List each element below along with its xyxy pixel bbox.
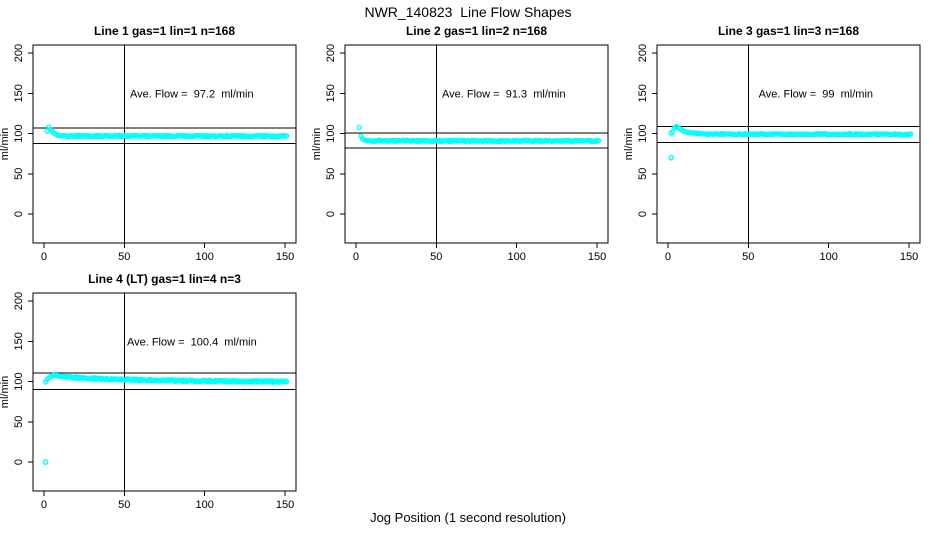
y-tick-label: 150: [637, 84, 649, 102]
flow-panel-1: Line 1 gas=1 lin=1 n=168 0 50 100 150 0 50 100 1…: [0, 24, 297, 263]
y-tick-label: 0: [325, 211, 337, 217]
y-tick-label: 0: [637, 211, 649, 217]
y-tick-label: 100: [13, 372, 25, 390]
y-axis-label: ml/min: [623, 128, 635, 160]
x-tick-label: 150: [276, 499, 294, 511]
data-point: [596, 138, 602, 144]
ave-flow-annotation: Ave. Flow = 97.2 ml/min: [130, 88, 254, 100]
x-tick-label: 100: [196, 251, 214, 263]
data-points: [44, 124, 290, 140]
x-tick-label: 50: [742, 251, 754, 263]
y-tick-label: 50: [13, 168, 25, 180]
x-tick-label: 100: [820, 251, 838, 263]
y-tick-label: 50: [13, 416, 25, 428]
y-axis-label: ml/min: [0, 376, 11, 408]
y-tick-label: 100: [13, 124, 25, 142]
data-point: [284, 378, 290, 385]
y-tick-label: 150: [325, 84, 337, 102]
x-tick-label: 150: [900, 251, 918, 263]
x-tick-label: 0: [665, 251, 671, 263]
data-points: [42, 372, 290, 465]
y-tick-label: 50: [325, 168, 337, 180]
data-point: [908, 131, 914, 137]
plot-box: [32, 292, 297, 492]
main-title: NWR_140823 Line Flow Shapes: [364, 4, 572, 20]
data-point: [356, 124, 362, 131]
ave-flow-annotation: Ave. Flow = 100.4 ml/min: [127, 336, 257, 348]
y-tick-label: 200: [637, 44, 649, 62]
panel-title: Line 3 gas=1 lin=3 n=168: [718, 24, 859, 38]
panel-title: Line 2 gas=1 lin=2 n=168: [406, 24, 547, 38]
outlier-point: [668, 154, 675, 161]
ave-flow-annotation: Ave. Flow = 91.3 ml/min: [442, 88, 566, 100]
x-tick-label: 50: [118, 499, 130, 511]
y-tick-label: 150: [13, 332, 25, 350]
y-tick-label: 50: [637, 168, 649, 180]
panel-title: Line 1 gas=1 lin=1 n=168: [94, 24, 235, 38]
data-point: [284, 133, 290, 139]
ave-flow-annotation: Ave. Flow = 99 ml/min: [759, 88, 873, 100]
y-tick-label: 0: [13, 211, 25, 217]
y-axis-label: ml/min: [311, 128, 323, 160]
x-tick-label: 50: [430, 251, 442, 263]
flow-panel-3: Line 3 gas=1 lin=3 n=168 0 50 100 150 0 50 100 1…: [623, 24, 921, 263]
x-tick-label: 0: [353, 251, 359, 263]
data-points: [356, 124, 602, 145]
panel-title: Line 4 (LT) gas=1 lin=4 n=3: [88, 272, 241, 286]
y-axis-label: ml/min: [0, 128, 11, 160]
plot-box: [344, 44, 609, 244]
x-axis-label: Jog Position (1 second resolution): [370, 510, 566, 525]
x-tick-label: 0: [41, 251, 47, 263]
y-tick-label: 200: [13, 292, 25, 310]
x-tick-label: 100: [196, 499, 214, 511]
x-tick-label: 150: [588, 251, 606, 263]
flow-panel-4: Line 4 (LT) gas=1 lin=4 n=3 0 50 100 150 0 50 1…: [0, 272, 297, 511]
y-tick-label: 200: [13, 44, 25, 62]
y-tick-label: 150: [13, 84, 25, 102]
y-tick-label: 100: [637, 124, 649, 142]
y-tick-label: 0: [13, 459, 25, 465]
x-tick-label: 50: [118, 251, 130, 263]
x-tick-label: 150: [276, 251, 294, 263]
x-tick-label: 0: [41, 499, 47, 511]
y-tick-label: 200: [325, 44, 337, 62]
y-tick-label: 100: [325, 124, 337, 142]
x-tick-label: 100: [508, 251, 526, 263]
plot-box: [656, 44, 921, 244]
data-points: [668, 124, 914, 161]
outlier-point: [42, 459, 49, 465]
flow-panel-2: Line 2 gas=1 lin=2 n=168 0 50 100 150 0 50 100 1…: [311, 24, 609, 263]
